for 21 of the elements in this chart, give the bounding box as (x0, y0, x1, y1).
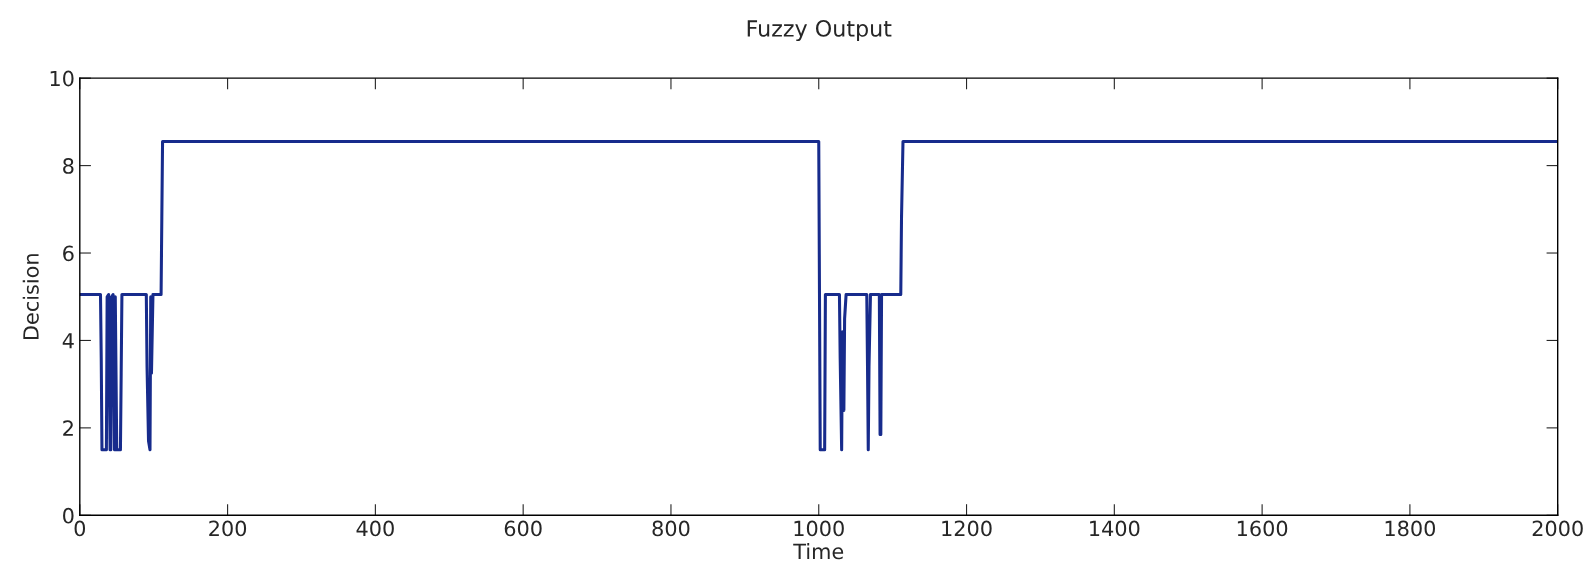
x-tick-label: 1600 (1237, 520, 1288, 537)
y-tick-label: 8 (63, 158, 74, 174)
x-tick-label: 200 (209, 520, 247, 537)
x-tick-label: 1000 (794, 520, 844, 537)
x-axis-title: Time (793, 543, 844, 560)
y-tick-label: 2 (63, 420, 73, 436)
y-tick-label: 4 (62, 333, 74, 349)
y-tick-label: 6 (63, 245, 74, 262)
x-tick-label: 1400 (1090, 520, 1140, 537)
x-tick-label: 0 (74, 520, 86, 537)
x-tick-label: 400 (356, 520, 394, 537)
x-tick-label: 600 (504, 520, 542, 537)
x-tick-label: 800 (652, 520, 690, 537)
chart-title: Fuzzy Output (747, 20, 892, 42)
x-tick-label: 1800 (1385, 520, 1436, 537)
y-tick-label: 10 (50, 70, 74, 87)
line-series (79, 140, 1558, 452)
y-axis-title: Decision (22, 254, 39, 340)
y-tick-label: 0 (63, 507, 74, 524)
x-tick-label: 2000 (1532, 520, 1583, 537)
x-tick-label: 1200 (942, 520, 992, 537)
